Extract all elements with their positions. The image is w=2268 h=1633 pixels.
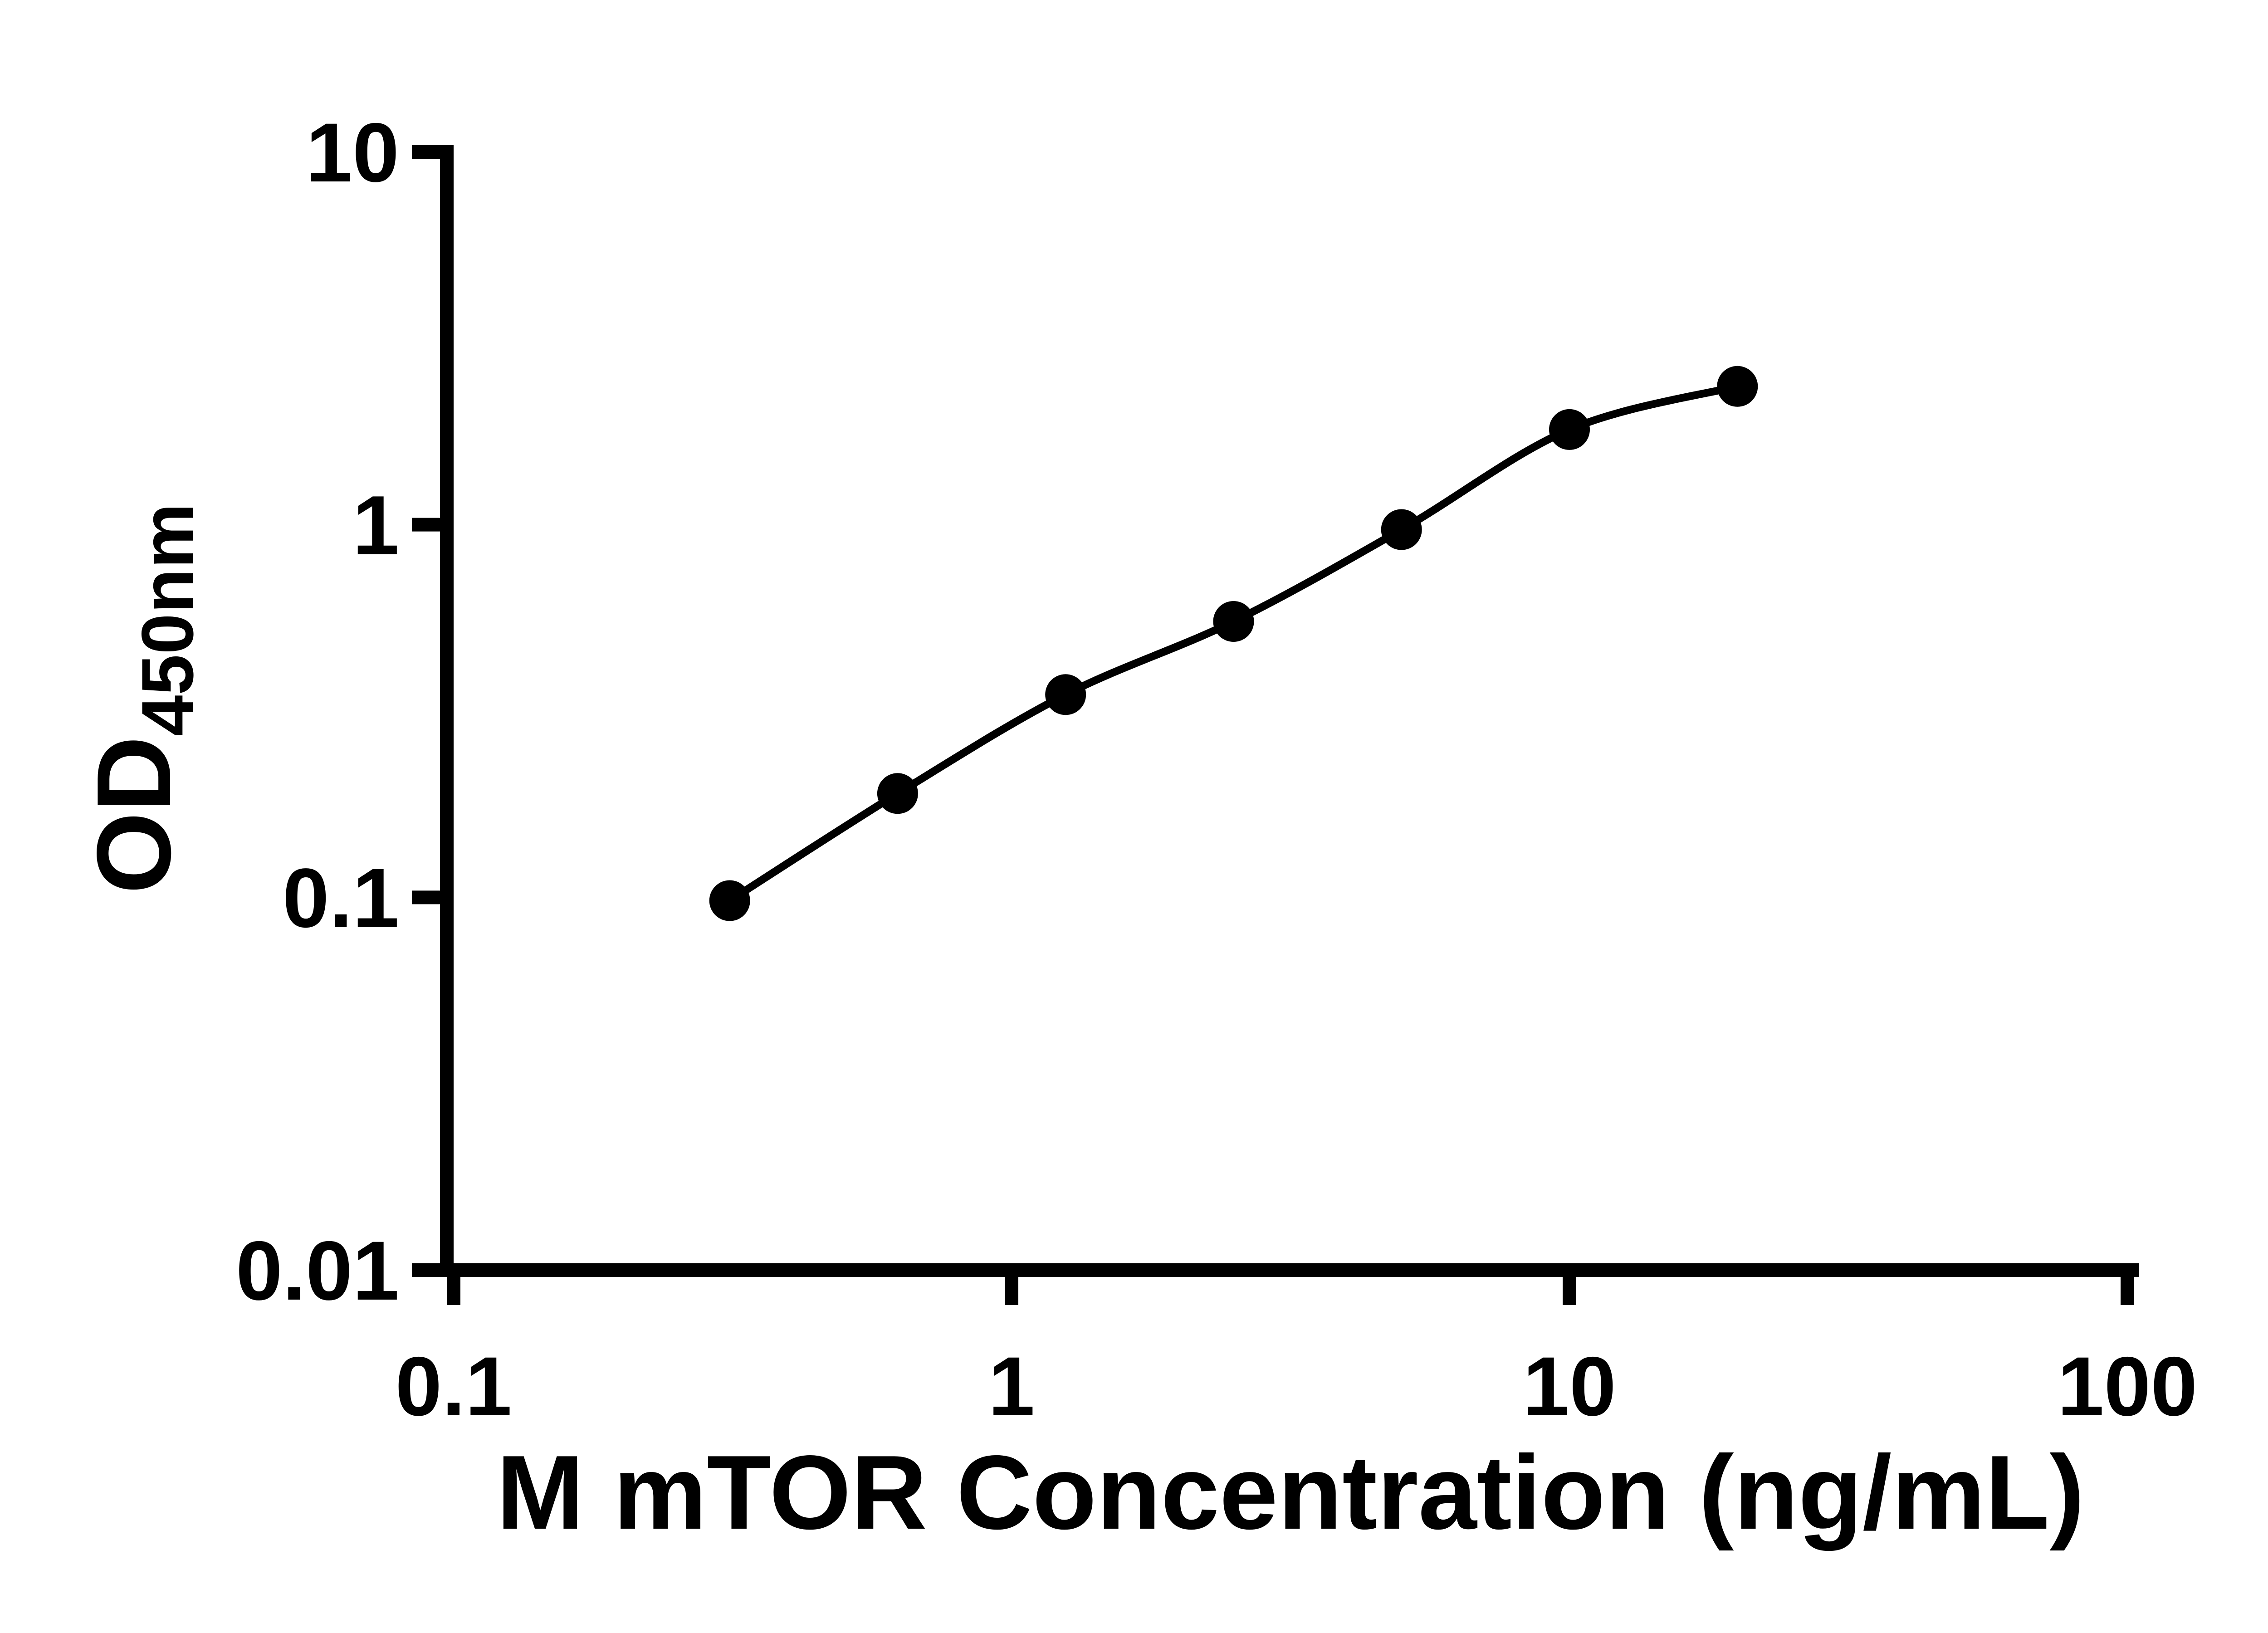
x-tick-label: 1	[988, 1340, 1035, 1433]
fit-curve-line	[726, 382, 1741, 905]
y-tick-label: 1	[352, 479, 399, 572]
y-axis-title: OD450nm	[75, 503, 209, 894]
data-point-marker	[1045, 674, 1086, 715]
axis-lines	[440, 145, 2139, 1277]
data-point-marker	[877, 773, 918, 814]
y-axis-title-sub: 450nm	[127, 503, 209, 736]
data-points	[709, 366, 1758, 921]
data-point-marker	[1213, 601, 1254, 642]
y-tick-label: 0.01	[236, 1224, 399, 1318]
data-point-marker	[709, 880, 750, 921]
data-point-marker	[1549, 409, 1590, 450]
x-tick-label: 100	[2058, 1340, 2198, 1433]
x-tick-label: 0.1	[395, 1340, 512, 1433]
x-tick-label: 10	[1523, 1340, 1616, 1433]
x-axis-ticks: 0.1 1 10 100	[395, 1270, 2197, 1433]
y-tick-label: 0.1	[283, 851, 399, 945]
data-point-marker	[1381, 509, 1422, 550]
x-axis-title: M mTOR Concentration (ng/mL)	[496, 1434, 2084, 1551]
y-tick-label: 10	[306, 106, 399, 200]
y-axis-title-main: OD	[75, 736, 193, 894]
y-axis-ticks: 10 1 0.1 0.01	[236, 106, 447, 1318]
data-point-marker	[1717, 366, 1758, 407]
